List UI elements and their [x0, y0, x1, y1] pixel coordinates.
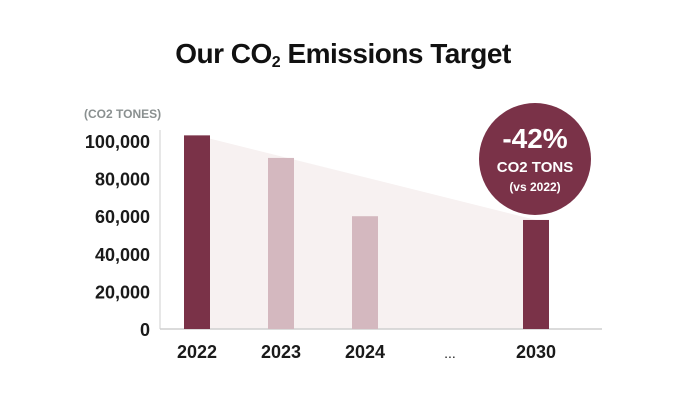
bar-2030 — [523, 219, 549, 329]
x-tick-label: 2022 — [177, 342, 217, 362]
badge-circle — [479, 103, 591, 215]
badge-unit: CO2 TONS — [497, 159, 573, 176]
bar-2024 — [352, 216, 378, 329]
y-tick-label: 20,000 — [95, 282, 150, 302]
title-text-rest: Emissions Target — [280, 38, 511, 69]
badge-baseline: (vs 2022) — [509, 180, 560, 194]
y-tick-label: 0 — [140, 320, 150, 340]
title-subscript: 2 — [271, 54, 281, 71]
bar-2022 — [184, 135, 210, 329]
chart-title: Our CO2 Emissions Target — [0, 38, 686, 72]
x-tick-label: ... — [444, 345, 456, 361]
x-tick-label: 2023 — [261, 342, 301, 362]
title-text: Our CO — [175, 38, 272, 69]
y-tick-label: 40,000 — [95, 245, 150, 265]
y-tick-label: 60,000 — [95, 207, 150, 227]
x-tick-label: 2024 — [345, 342, 385, 362]
y-tick-label: 100,000 — [85, 132, 150, 152]
badge-percent: -42% — [502, 123, 567, 154]
reduction-badge: -42% CO2 TONS (vs 2022) — [479, 103, 591, 215]
y-axis-label: (CO2 TONES) — [84, 107, 161, 121]
x-tick-label: 2030 — [516, 342, 556, 362]
y-tick-label: 80,000 — [95, 170, 150, 190]
bar-2023 — [268, 157, 294, 329]
